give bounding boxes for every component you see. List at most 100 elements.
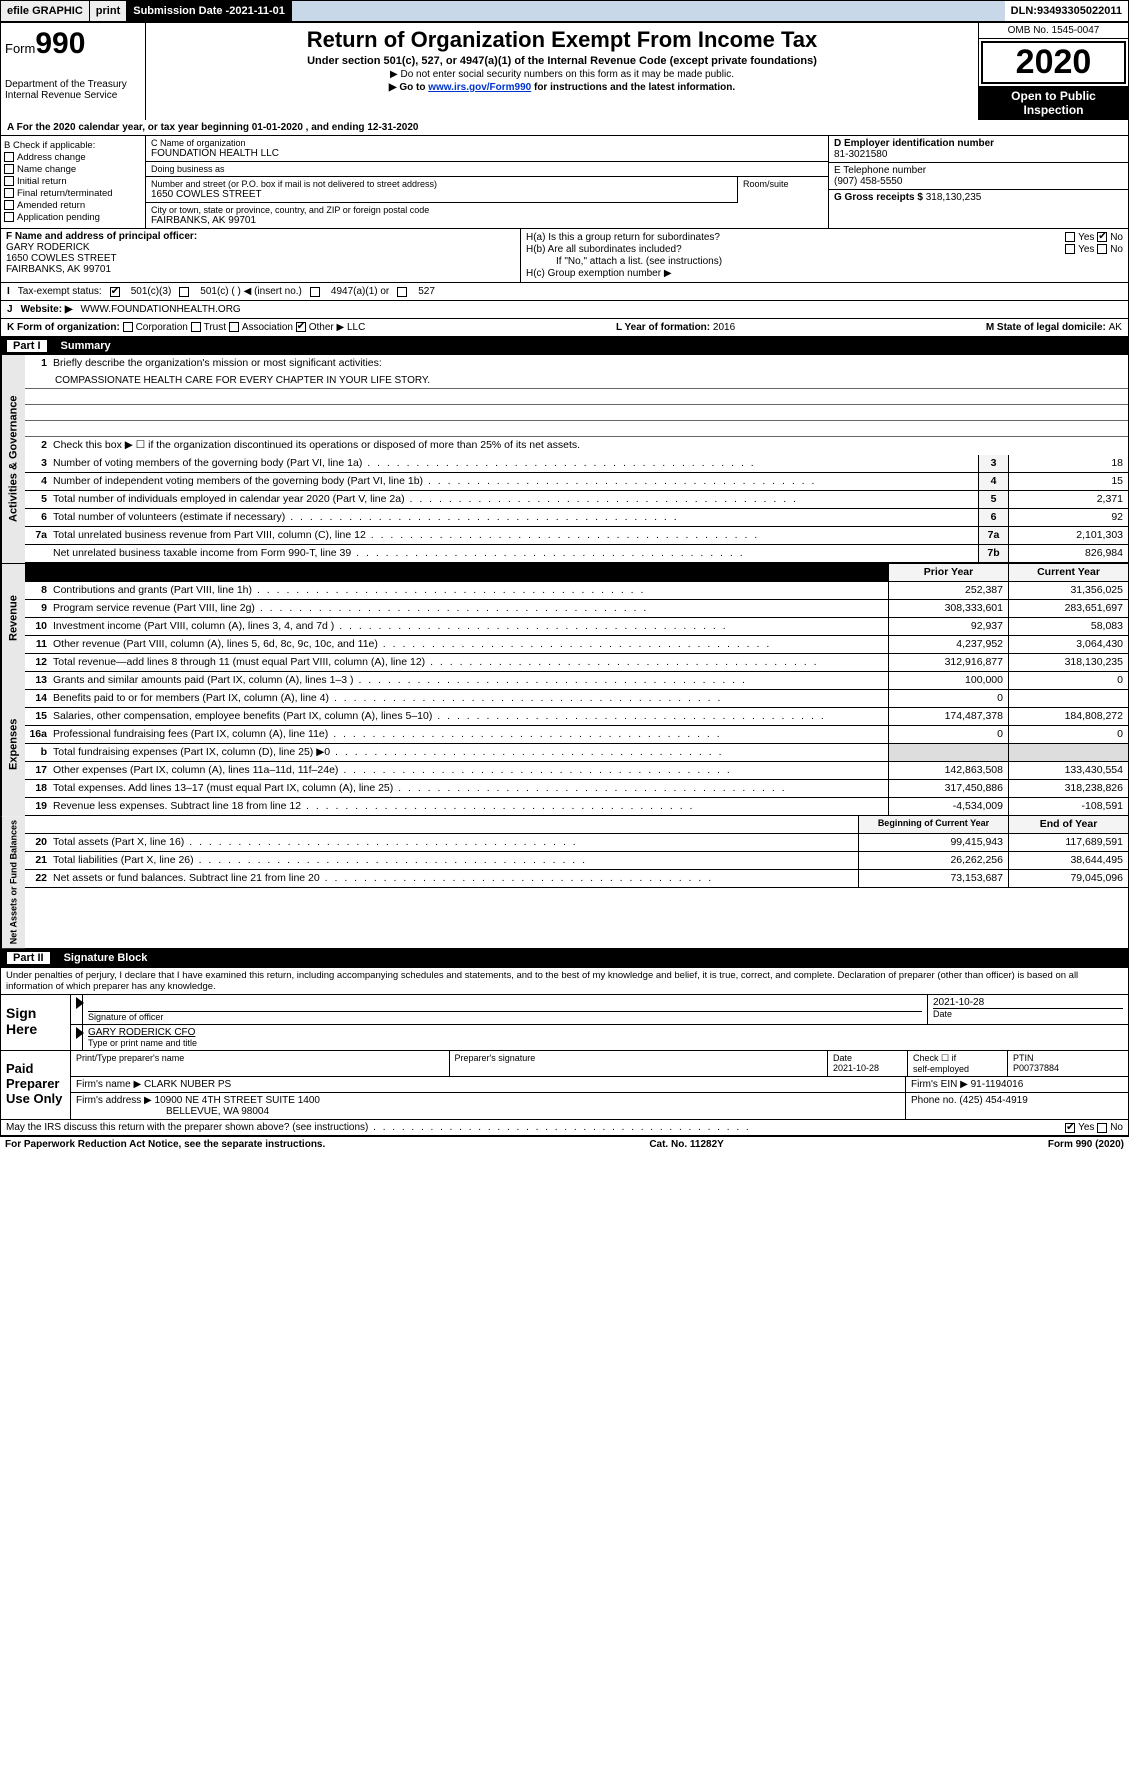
ha-q: H(a) Is this a group return for subordin… [526, 232, 720, 243]
type-name-lbl: Type or print name and title [88, 1038, 1123, 1048]
chk-trust[interactable] [191, 322, 201, 332]
exp-line-19: 19Revenue less expenses. Subtract line 1… [25, 798, 1128, 816]
goto-pre: ▶ Go to [389, 82, 428, 93]
print-button[interactable]: print [90, 1, 127, 21]
gross-lbl: G Gross receipts $ [834, 192, 926, 203]
col-c: C Name of organization FOUNDATION HEALTH… [146, 136, 828, 228]
col-h: H(a) Is this a group return for subordin… [521, 229, 1128, 282]
perjury-text: Under penalties of perjury, I declare th… [0, 967, 1129, 995]
efile-label: efile GRAPHIC [1, 1, 90, 21]
officer-addr: 1650 COWLES STREET [6, 253, 515, 264]
row-j: JWebsite: ▶ WWW.FOUNDATIONHEALTH.ORG [0, 301, 1129, 319]
chk-corp[interactable] [123, 322, 133, 332]
form-prefix: Form [5, 41, 35, 56]
gross-val: 318,130,235 [926, 192, 982, 203]
block-bcdeg: B Check if applicable: Address change Na… [0, 136, 1129, 229]
net-line-20: 20Total assets (Part X, line 16) 99,415,… [25, 834, 1128, 852]
chk-address-change[interactable] [4, 152, 14, 162]
exp-line-18: 18Total expenses. Add lines 13–17 (must … [25, 780, 1128, 798]
exp-line-b: bTotal fundraising expenses (Part IX, co… [25, 744, 1128, 762]
chk-527[interactable] [397, 287, 407, 297]
city-lbl: City or town, state or province, country… [151, 205, 823, 215]
k-o2: Trust [204, 322, 226, 333]
part1-num: Part I [7, 340, 47, 352]
col-end: End of Year [1008, 816, 1128, 833]
exp-line-15: 15Salaries, other compensation, employee… [25, 708, 1128, 726]
form-num: 990 [35, 27, 85, 60]
rev-line-8: 8Contributions and grants (Part VIII, li… [25, 582, 1128, 600]
part2-num: Part II [7, 952, 50, 964]
vtab-expenses: Expenses [1, 672, 25, 816]
q1: Briefly describe the organization's miss… [51, 355, 1128, 373]
ha-yes-lbl: Yes [1078, 232, 1094, 243]
chk-initial[interactable] [4, 176, 14, 186]
ha-yes[interactable] [1065, 232, 1075, 242]
ha-no[interactable] [1097, 232, 1107, 242]
chk-amended[interactable] [4, 200, 14, 210]
rev-line-9: 9Program service revenue (Part VIII, lin… [25, 600, 1128, 618]
chk-name-change[interactable] [4, 164, 14, 174]
chk-501c[interactable] [179, 287, 189, 297]
hb-yes-lbl: Yes [1078, 244, 1094, 255]
discuss-q: May the IRS discuss this return with the… [6, 1122, 368, 1133]
firm-ein: 91-1194016 [971, 1079, 1024, 1090]
firm-addr1: 10900 NE 4TH STREET SUITE 1400 [155, 1095, 320, 1106]
omb-number: OMB No. 1545-0047 [979, 23, 1128, 39]
chk-501c3[interactable] [110, 287, 120, 297]
gov-line-5: 5 Total number of individuals employed i… [25, 491, 1128, 509]
officer-name: GARY RODERICK [6, 242, 515, 253]
k-o1: Corporation [136, 322, 188, 333]
form-subtitle: Under section 501(c), 527, or 4947(a)(1)… [152, 55, 972, 67]
prep-date: 2021-10-28 [833, 1063, 879, 1073]
b-o5: Amended return [17, 200, 85, 211]
b-o3: Initial return [17, 176, 67, 187]
k-other-val: LLC [347, 322, 365, 333]
hb-no[interactable] [1097, 244, 1107, 254]
mission-text: COMPASSIONATE HEALTH CARE FOR EVERY CHAP… [25, 373, 1128, 389]
hb-yes[interactable] [1065, 244, 1075, 254]
chk-app-pending[interactable] [4, 212, 14, 222]
section-revenue: Revenue Prior Year Current Year 8Contrib… [0, 563, 1129, 672]
ptin-hdr: PTIN [1013, 1053, 1034, 1063]
m-val: AK [1109, 322, 1122, 333]
gov-line-4: 4 Number of independent voting members o… [25, 473, 1128, 491]
footer-right: Form 990 (2020) [1048, 1139, 1124, 1150]
l-val: 2016 [713, 322, 735, 333]
phone-val: (907) 458-5550 [834, 176, 1123, 187]
chk-other[interactable] [296, 322, 306, 332]
i-o4: 527 [418, 286, 435, 297]
vtab-netassets: Net Assets or Fund Balances [1, 816, 25, 948]
dba-lbl: Doing business as [151, 164, 823, 174]
m-lbl: M State of legal domicile: [986, 322, 1109, 333]
self-emp-b: self-employed [913, 1064, 969, 1074]
part1-header: Part I Summary [0, 337, 1129, 355]
irs-link[interactable]: www.irs.gov/Form990 [428, 82, 531, 93]
sig-of-officer-lbl: Signature of officer [88, 1011, 922, 1022]
website-val: WWW.FOUNDATIONHEALTH.ORG [81, 304, 241, 315]
k-o4: Other ▶ [309, 322, 344, 333]
footer-mid: Cat. No. 11282Y [649, 1139, 723, 1150]
dln-label: DLN: [1011, 5, 1037, 17]
goto-note: ▶ Go to www.irs.gov/Form990 for instruct… [152, 82, 972, 93]
chk-4947[interactable] [310, 287, 320, 297]
c-name-lbl: C Name of organization [151, 138, 823, 148]
b-o2: Name change [17, 164, 76, 175]
ssn-note: ▶ Do not enter social security numbers o… [152, 69, 972, 80]
footer-left: For Paperwork Reduction Act Notice, see … [5, 1139, 325, 1150]
k-lbl: K Form of organization: [7, 322, 120, 333]
i-o2: 501(c) ( ) ◀ (insert no.) [200, 286, 302, 297]
chk-final[interactable] [4, 188, 14, 198]
discuss-yes[interactable] [1065, 1123, 1075, 1133]
prep-date-hdr: Date [833, 1053, 852, 1063]
chk-assoc[interactable] [229, 322, 239, 332]
part2-title: Signature Block [64, 952, 148, 964]
j-lbl: Website: ▶ [21, 304, 73, 315]
firm-phone-lbl: Phone no. [911, 1095, 959, 1106]
ptin-val: P00737884 [1013, 1063, 1059, 1073]
discuss-no-lbl: No [1110, 1122, 1123, 1133]
submission-date: Submission Date - 2021-11-01 [127, 1, 292, 21]
gov-line-3: 3 Number of voting members of the govern… [25, 455, 1128, 473]
tax-year: 2020 [981, 41, 1126, 84]
discuss-no[interactable] [1097, 1123, 1107, 1133]
sign-date: 2021-10-28 [933, 997, 1123, 1008]
